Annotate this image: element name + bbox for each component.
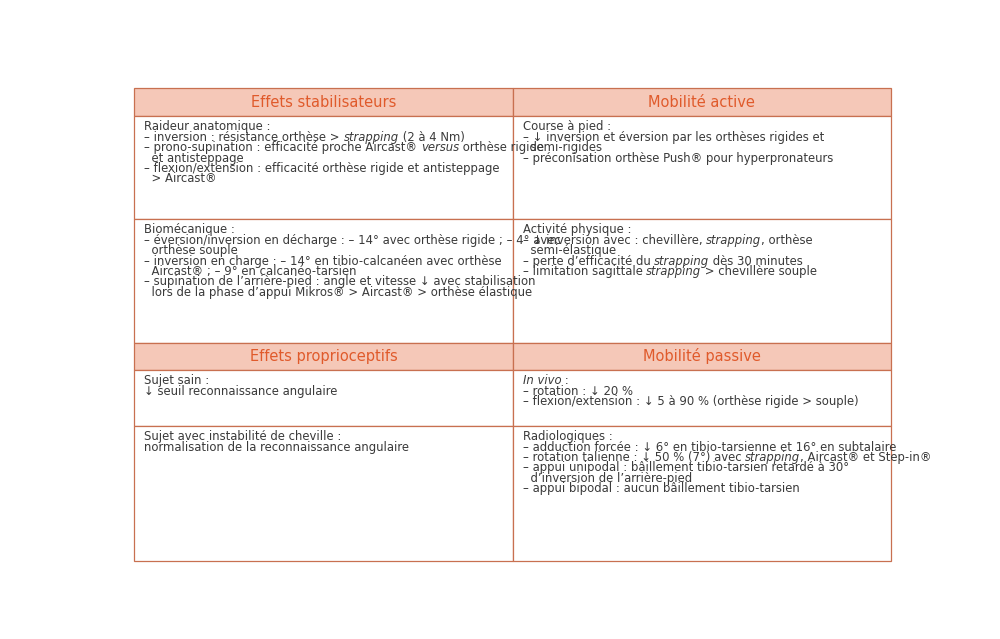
Text: strapping: strapping — [344, 131, 399, 144]
Text: – prono-supination : efficacité proche Aircast®: – prono-supination : efficacité proche A… — [144, 141, 421, 154]
Text: – flexion/extension : efficacité orthèse rigide et antisteppage: – flexion/extension : efficacité orthèse… — [144, 162, 500, 175]
Text: (2 à 4 Nm): (2 à 4 Nm) — [399, 131, 465, 144]
Text: – préconisation orthèse Push® pour hyperpronateurs: – préconisation orthèse Push® pour hyper… — [523, 151, 833, 165]
Text: orthèse rigide: orthèse rigide — [459, 141, 544, 154]
Text: , Aircast® et Step-in®: , Aircast® et Step-in® — [800, 451, 932, 464]
Text: – flexion/extension : ↓ 5 à 90 % (orthèse rigide > souple): – flexion/extension : ↓ 5 à 90 % (orthès… — [523, 396, 858, 408]
Text: – inversion en charge : – 14° en tibio-calcanéen avec orthèse: – inversion en charge : – 14° en tibio-c… — [144, 254, 502, 268]
Bar — [512, 426, 891, 561]
Text: – adduction forcée : ↓ 6° en tibio-tarsienne et 16° en subtalaire: – adduction forcée : ↓ 6° en tibio-tarsi… — [523, 441, 896, 454]
Text: semi-rigides: semi-rigides — [523, 141, 602, 154]
Text: Effets stabilisateurs: Effets stabilisateurs — [251, 95, 396, 110]
Bar — [512, 343, 891, 370]
Text: et antisteppage: et antisteppage — [144, 151, 244, 165]
Text: d’inversion de l’arrière-pied: d’inversion de l’arrière-pied — [523, 472, 692, 485]
Text: – éversion/inversion en décharge : – 14° avec orthèse rigide ; – 4° avec: – éversion/inversion en décharge : – 14°… — [144, 234, 561, 247]
Text: – appui bipodal : aucun bâillement tibio-tarsien: – appui bipodal : aucun bâillement tibio… — [523, 482, 799, 495]
Text: strapping: strapping — [706, 234, 761, 247]
Bar — [134, 370, 512, 426]
Text: strapping: strapping — [654, 254, 709, 268]
Text: – ↓ inversion avec : chevillère,: – ↓ inversion avec : chevillère, — [523, 234, 706, 247]
Text: In vivo: In vivo — [523, 374, 561, 387]
Text: > Aircast®: > Aircast® — [144, 173, 217, 185]
Text: Activité physique :: Activité physique : — [523, 223, 631, 236]
Text: Radiologiques :: Radiologiques : — [523, 430, 612, 443]
Bar — [134, 116, 512, 219]
Bar — [512, 219, 891, 343]
Text: – ↓ inversion et éversion par les orthèses rigides et: – ↓ inversion et éversion par les orthès… — [523, 131, 824, 144]
Text: Sujet avec instabilité de cheville :: Sujet avec instabilité de cheville : — [144, 430, 342, 443]
Text: Mobilité passive: Mobilité passive — [643, 348, 761, 364]
Text: Sujet sain :: Sujet sain : — [144, 374, 210, 387]
Text: Mobilité active: Mobilité active — [648, 95, 755, 110]
Text: semi-élastique: semi-élastique — [523, 244, 616, 257]
Text: – inversion : résistance orthèse >: – inversion : résistance orthèse > — [144, 131, 344, 144]
Text: – perte d’efficacité du: – perte d’efficacité du — [523, 254, 654, 268]
Bar — [134, 219, 512, 343]
Text: Raideur anatomique :: Raideur anatomique : — [144, 120, 271, 134]
Bar — [512, 370, 891, 426]
Text: :: : — [561, 374, 569, 387]
Text: normalisation de la reconnaissance angulaire: normalisation de la reconnaissance angul… — [144, 441, 409, 454]
Text: Aircast® ; – 9° en calcanéo-tarsien: Aircast® ; – 9° en calcanéo-tarsien — [144, 265, 357, 278]
Bar — [512, 88, 891, 116]
Text: – rotation : ↓ 20 %: – rotation : ↓ 20 % — [523, 385, 633, 398]
Text: versus: versus — [421, 141, 459, 154]
Text: > chevillère souple: > chevillère souple — [701, 265, 817, 278]
Bar — [512, 116, 891, 219]
Text: orthèse souple: orthèse souple — [144, 244, 238, 257]
Text: lors de la phase d’appui Mikros® > Aircast® > orthèse élastique: lors de la phase d’appui Mikros® > Airca… — [144, 286, 532, 299]
Text: , orthèse: , orthèse — [761, 234, 813, 247]
Text: – appui unipodal : bâillement tibio-tarsien retardé à 30°: – appui unipodal : bâillement tibio-tars… — [523, 461, 849, 475]
Text: Course à pied :: Course à pied : — [523, 120, 611, 134]
Bar — [134, 426, 512, 561]
Bar — [134, 343, 512, 370]
Text: – limitation sagittale: – limitation sagittale — [523, 265, 646, 278]
Bar — [134, 88, 512, 116]
Text: dès 30 minutes: dès 30 minutes — [709, 254, 803, 268]
Text: Effets proprioceptifs: Effets proprioceptifs — [250, 349, 397, 364]
Text: – supination de l’arrière-pied : angle et vitesse ↓ avec stabilisation: – supination de l’arrière-pied : angle e… — [144, 275, 536, 288]
Text: strapping: strapping — [745, 451, 800, 464]
Text: strapping: strapping — [646, 265, 701, 278]
Text: ↓ seuil reconnaissance angulaire: ↓ seuil reconnaissance angulaire — [144, 385, 338, 398]
Text: Biomécanique :: Biomécanique : — [144, 223, 235, 236]
Text: – rotation talienne : ↓ 50 % (7°) avec: – rotation talienne : ↓ 50 % (7°) avec — [523, 451, 745, 464]
